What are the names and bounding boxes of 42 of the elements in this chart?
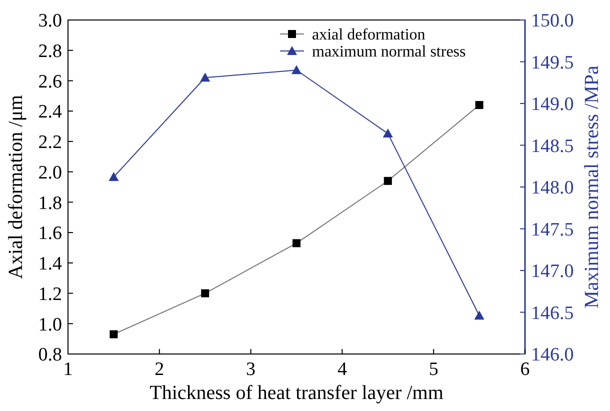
point bbox=[108, 172, 119, 181]
y-tick-label: 1.0 bbox=[38, 314, 62, 336]
y-tick-label: 1.8 bbox=[38, 192, 62, 214]
y-tick-label: 2.8 bbox=[38, 41, 62, 62]
point bbox=[474, 310, 484, 320]
y2-tick-label: 148.5 bbox=[531, 136, 574, 157]
point bbox=[382, 128, 393, 138]
x-tick-label: 2 bbox=[154, 359, 164, 380]
point bbox=[200, 72, 210, 82]
point bbox=[292, 239, 300, 248]
legend-label: axial deformation bbox=[312, 26, 426, 44]
y-axis-title: Axial deformation /μm bbox=[5, 94, 27, 280]
x-tick-label: 1 bbox=[63, 359, 73, 380]
y2-tick-label: 147.5 bbox=[531, 219, 574, 240]
point bbox=[201, 289, 210, 298]
y2-tick-label: 147.0 bbox=[531, 261, 574, 282]
y2-tick-label: 149.5 bbox=[531, 52, 574, 74]
x-tick-label: 4 bbox=[337, 359, 348, 380]
y2-tick-label: 149.0 bbox=[531, 94, 574, 116]
x-tick-label: 3 bbox=[246, 359, 256, 380]
point bbox=[110, 330, 118, 338]
y-tick-label: 0.8 bbox=[38, 344, 62, 366]
point bbox=[475, 101, 484, 110]
point bbox=[292, 65, 302, 74]
point bbox=[384, 176, 392, 185]
y-tick-label: 2.6 bbox=[38, 71, 62, 92]
y2-tick-label: 146.5 bbox=[531, 302, 574, 324]
y-tick-label: 1.6 bbox=[38, 223, 62, 244]
y-tick-label: 3.0 bbox=[38, 10, 62, 32]
y-tick-label: 2.4 bbox=[38, 102, 62, 123]
x-axis-title: Thickness of heat transfer layer /mm bbox=[150, 382, 444, 404]
legend-label: maximum normal stress bbox=[312, 44, 466, 61]
y-tick-label: 2.2 bbox=[38, 132, 62, 154]
y-tick-label: 2.0 bbox=[38, 162, 62, 184]
y-tick-label: 1.2 bbox=[38, 284, 62, 305]
x-tick-label: 5 bbox=[428, 359, 438, 380]
y2-tick-label: 146.0 bbox=[531, 344, 574, 366]
y2-axis-title: Maximum normal stress /MPa bbox=[581, 65, 603, 308]
y-tick-label: 1.4 bbox=[38, 254, 62, 275]
x-tick-label: 6 bbox=[520, 359, 530, 380]
y2-tick-label: 148.0 bbox=[531, 178, 574, 199]
y2-tick-label: 150.0 bbox=[531, 10, 574, 32]
